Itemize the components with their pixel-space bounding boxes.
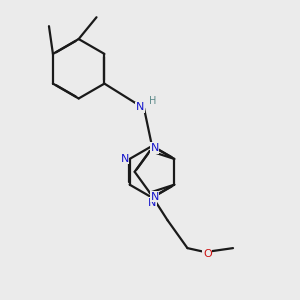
Text: N: N: [121, 154, 129, 164]
Text: N: N: [136, 102, 144, 112]
Text: O: O: [203, 249, 212, 259]
Text: N: N: [148, 197, 156, 208]
Text: N: N: [151, 192, 159, 202]
Text: H: H: [149, 97, 157, 106]
Text: N: N: [151, 143, 159, 153]
